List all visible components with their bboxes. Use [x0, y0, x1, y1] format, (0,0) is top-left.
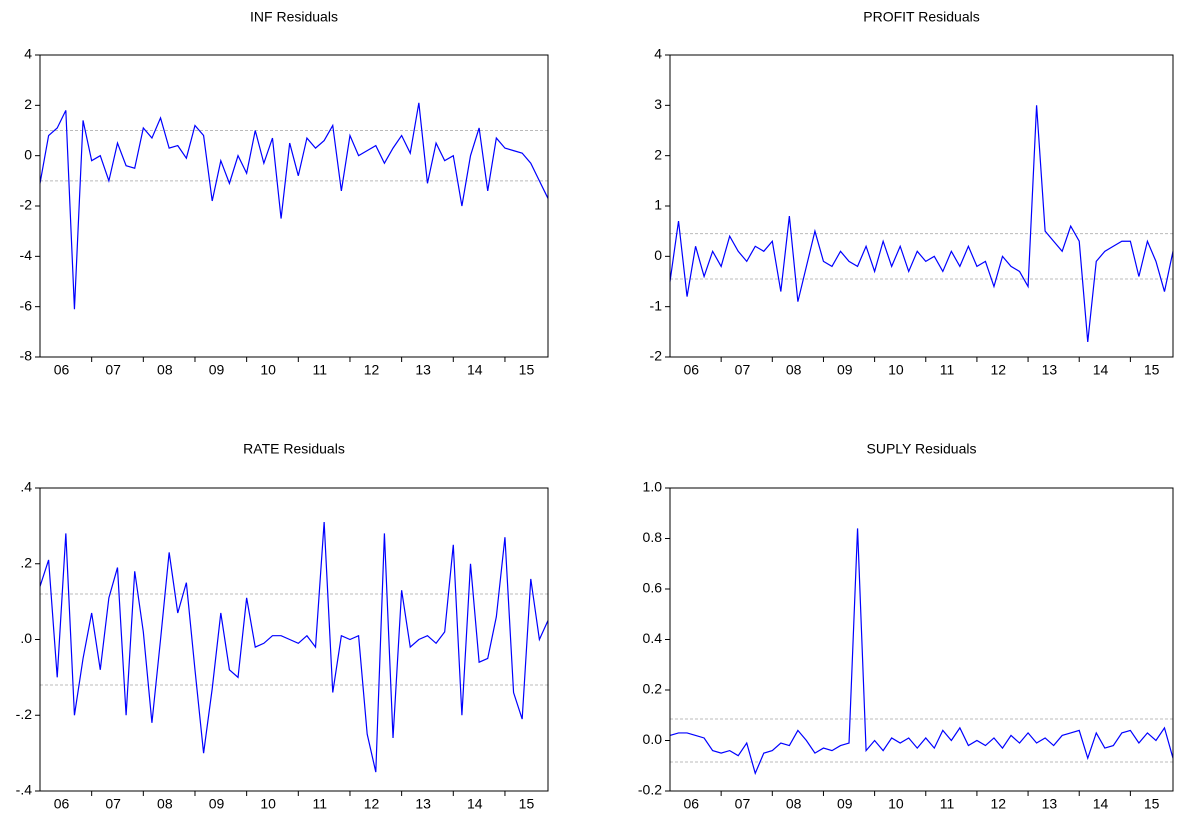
x-tick-label: 15 [519, 796, 535, 812]
y-tick-label: 2 [654, 146, 662, 162]
x-tick-label: 09 [837, 796, 853, 812]
x-tick-label: 14 [1093, 796, 1109, 812]
x-tick-label: 15 [1144, 362, 1160, 378]
x-tick-label: 09 [837, 362, 853, 378]
y-tick-label: 0.0 [643, 731, 663, 747]
plot-frame [669, 487, 1174, 792]
x-tick-label: 12 [990, 796, 1006, 812]
x-tick-label: 14 [1093, 362, 1109, 378]
y-tick-label: 3 [654, 96, 662, 112]
x-tick-label: 06 [54, 796, 70, 812]
x-tick-label: 10 [888, 362, 904, 378]
y-tick-label: 0.6 [643, 580, 663, 596]
y-tick-label: 1 [654, 197, 662, 213]
plot-frame [39, 487, 549, 792]
y-tick-label: 0 [24, 146, 32, 162]
x-tick-label: 14 [467, 796, 483, 812]
x-tick-label: 08 [157, 796, 173, 812]
y-tick-label: .0 [20, 630, 32, 646]
y-tick-label: -2 [650, 348, 663, 364]
x-tick-label: 06 [54, 362, 70, 378]
x-tick-label: 06 [684, 796, 700, 812]
x-tick-label: 10 [260, 796, 276, 812]
x-tick-label: 12 [364, 796, 380, 812]
y-tick-label: 2 [24, 96, 32, 112]
x-tick-label: 09 [209, 362, 225, 378]
residual-line [39, 522, 549, 773]
chart-title: INF Residuals [250, 9, 338, 25]
residual-line [669, 528, 1174, 776]
x-tick-label: 13 [415, 362, 431, 378]
x-tick-label: 07 [735, 796, 751, 812]
y-tick-label: -0.2 [638, 782, 662, 798]
y-tick-label: .4 [20, 479, 32, 495]
x-tick-label: 11 [313, 362, 328, 378]
chart-title: RATE Residuals [243, 441, 345, 457]
x-tick-label: 13 [1042, 796, 1058, 812]
x-tick-label: 11 [940, 796, 955, 812]
y-tick-label: 0.8 [643, 529, 663, 545]
y-tick-label: -6 [20, 297, 33, 313]
x-tick-label: 12 [990, 362, 1006, 378]
y-tick-label: -2 [20, 197, 33, 213]
y-tick-label: 0 [654, 247, 662, 263]
y-tick-label: 4 [24, 46, 32, 62]
y-tick-label: -1 [650, 297, 663, 313]
x-tick-label: 08 [786, 796, 802, 812]
chart-title: SUPLY Residuals [867, 441, 977, 457]
x-tick-label: 12 [364, 362, 380, 378]
x-tick-label: 11 [313, 796, 328, 812]
x-tick-label: 10 [260, 362, 276, 378]
y-tick-label: 0.4 [643, 630, 663, 646]
x-tick-label: 15 [519, 362, 535, 378]
x-tick-label: 07 [735, 362, 751, 378]
x-tick-label: 08 [786, 362, 802, 378]
x-tick-label: 07 [105, 362, 121, 378]
y-tick-label: 4 [654, 46, 662, 62]
x-tick-label: 11 [940, 362, 955, 378]
y-tick-label: -.4 [16, 782, 33, 798]
residual-line [669, 105, 1174, 342]
chart-title: PROFIT Residuals [863, 9, 979, 25]
residual-line [39, 102, 549, 310]
x-tick-label: 09 [209, 796, 225, 812]
y-tick-label: -.2 [16, 706, 33, 722]
x-tick-label: 15 [1144, 796, 1160, 812]
y-tick-label: -4 [20, 247, 33, 263]
y-tick-label: -8 [20, 348, 33, 364]
plot-frame [39, 54, 549, 358]
x-tick-label: 08 [157, 362, 173, 378]
y-tick-label: .2 [20, 554, 32, 570]
y-tick-label: 1.0 [643, 479, 663, 495]
x-tick-label: 13 [1042, 362, 1058, 378]
x-tick-label: 13 [415, 796, 431, 812]
y-tick-label: 0.2 [643, 681, 663, 697]
x-tick-label: 10 [888, 796, 904, 812]
plot-frame [669, 54, 1174, 358]
x-tick-label: 07 [105, 796, 121, 812]
x-tick-label: 06 [684, 362, 700, 378]
x-tick-label: 14 [467, 362, 483, 378]
